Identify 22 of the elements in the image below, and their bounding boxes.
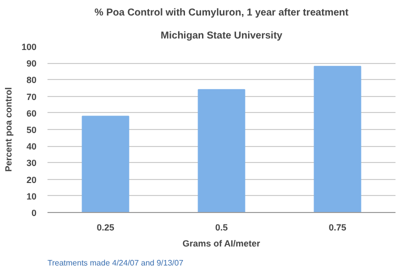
y-tick-label: 100	[21, 42, 37, 52]
y-tick-label: 20	[26, 174, 37, 185]
x-tick-label: 0.25	[96, 222, 114, 232]
text: Treatments made 4/24/07 and 9/13/07	[48, 258, 184, 268]
bar	[314, 66, 362, 212]
y-tick-label: 10	[26, 191, 37, 202]
y-tick-label: 80	[26, 75, 37, 86]
y-axis-title: Percent poa control	[3, 87, 14, 172]
x-tick-label: 0.5	[215, 222, 228, 232]
x-axis-title: Grams of AI/meter	[182, 238, 261, 248]
y-tick-label: 90	[26, 58, 37, 69]
y-tick-label: 0	[31, 208, 37, 218]
y-tick-label: 40	[26, 142, 37, 152]
chart-title: % Poa Control with Cumyluron, 1 year after treatment	[94, 8, 350, 18]
y-tick-label: 30	[26, 158, 37, 168]
y-tick-label: 60	[26, 108, 37, 118]
y-tick-label: 50	[26, 125, 37, 135]
chart-subtitle: Michigan State University	[160, 30, 283, 42]
y-tick-label: 70	[26, 92, 37, 102]
bar	[198, 89, 246, 212]
x-tick-label: 0.75	[328, 222, 346, 232]
bar	[82, 116, 130, 212]
